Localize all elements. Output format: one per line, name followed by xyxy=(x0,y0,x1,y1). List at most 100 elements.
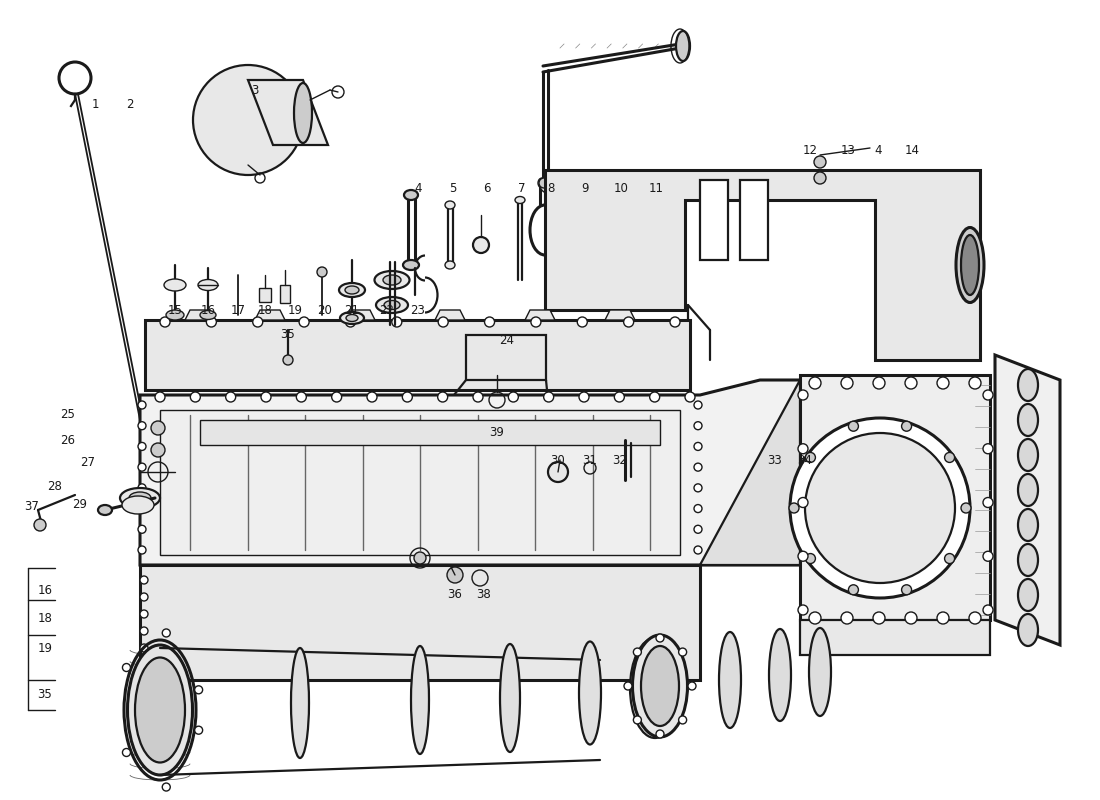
Text: 29: 29 xyxy=(73,498,88,511)
Ellipse shape xyxy=(446,261,455,269)
Text: 2: 2 xyxy=(126,98,134,111)
Circle shape xyxy=(438,317,448,327)
Ellipse shape xyxy=(404,190,418,200)
Circle shape xyxy=(790,418,970,598)
Circle shape xyxy=(34,519,46,531)
Polygon shape xyxy=(140,380,800,565)
Circle shape xyxy=(961,503,971,513)
Circle shape xyxy=(902,585,912,594)
Circle shape xyxy=(140,644,148,652)
Circle shape xyxy=(345,317,355,327)
Circle shape xyxy=(937,377,949,389)
Circle shape xyxy=(543,392,553,402)
Circle shape xyxy=(155,392,165,402)
Circle shape xyxy=(969,612,981,624)
Circle shape xyxy=(253,317,263,327)
Ellipse shape xyxy=(1018,404,1038,436)
Ellipse shape xyxy=(374,271,409,289)
Ellipse shape xyxy=(383,275,402,285)
Ellipse shape xyxy=(166,310,184,320)
Ellipse shape xyxy=(98,505,112,515)
Ellipse shape xyxy=(294,83,312,143)
Circle shape xyxy=(138,526,146,534)
Circle shape xyxy=(140,576,148,584)
Circle shape xyxy=(670,317,680,327)
Circle shape xyxy=(614,392,625,402)
Text: eurospares: eurospares xyxy=(191,395,648,465)
Circle shape xyxy=(983,444,993,454)
Circle shape xyxy=(983,605,993,615)
Circle shape xyxy=(579,392,588,402)
Ellipse shape xyxy=(346,314,358,322)
Polygon shape xyxy=(525,310,556,320)
Ellipse shape xyxy=(956,227,984,302)
Circle shape xyxy=(656,634,664,642)
Ellipse shape xyxy=(1018,614,1038,646)
Circle shape xyxy=(694,526,702,534)
Polygon shape xyxy=(996,355,1060,645)
Text: 11: 11 xyxy=(649,182,663,194)
Ellipse shape xyxy=(515,197,525,203)
Ellipse shape xyxy=(1018,509,1038,541)
Text: 35: 35 xyxy=(280,329,296,342)
Polygon shape xyxy=(160,410,680,555)
Circle shape xyxy=(798,390,808,400)
Circle shape xyxy=(540,177,556,193)
Text: 8: 8 xyxy=(548,182,554,194)
Bar xyxy=(740,180,768,260)
Text: 19: 19 xyxy=(287,303,303,317)
Ellipse shape xyxy=(676,31,690,61)
Circle shape xyxy=(226,392,235,402)
Circle shape xyxy=(688,682,696,690)
Circle shape xyxy=(473,392,483,402)
Ellipse shape xyxy=(632,635,688,737)
Circle shape xyxy=(151,443,165,457)
Ellipse shape xyxy=(641,646,679,726)
Circle shape xyxy=(937,612,949,624)
Circle shape xyxy=(805,433,955,583)
Text: 25: 25 xyxy=(60,409,76,422)
Circle shape xyxy=(163,783,170,791)
Circle shape xyxy=(160,317,170,327)
Circle shape xyxy=(207,317,217,327)
Text: 31: 31 xyxy=(583,454,597,466)
Circle shape xyxy=(650,392,660,402)
Circle shape xyxy=(808,377,821,389)
Circle shape xyxy=(983,390,993,400)
Circle shape xyxy=(624,317,634,327)
Text: 38: 38 xyxy=(476,589,492,602)
Polygon shape xyxy=(434,310,465,320)
Ellipse shape xyxy=(339,283,365,297)
Text: 7: 7 xyxy=(518,182,526,194)
Circle shape xyxy=(192,65,303,175)
Circle shape xyxy=(138,463,146,471)
Circle shape xyxy=(593,255,600,261)
Polygon shape xyxy=(145,320,690,390)
Text: 23: 23 xyxy=(410,303,426,317)
Circle shape xyxy=(556,236,600,280)
Text: 6: 6 xyxy=(483,182,491,194)
Circle shape xyxy=(694,401,702,409)
Bar xyxy=(280,285,290,303)
Circle shape xyxy=(317,267,327,277)
Circle shape xyxy=(566,246,590,270)
Ellipse shape xyxy=(384,301,400,310)
Polygon shape xyxy=(800,375,990,620)
Ellipse shape xyxy=(164,279,186,291)
Circle shape xyxy=(694,463,702,471)
Ellipse shape xyxy=(579,642,601,745)
Circle shape xyxy=(656,730,664,738)
Polygon shape xyxy=(605,310,635,320)
Circle shape xyxy=(634,716,641,724)
Polygon shape xyxy=(255,310,285,320)
Polygon shape xyxy=(248,80,328,145)
Text: 4: 4 xyxy=(415,182,421,194)
Circle shape xyxy=(842,612,852,624)
Polygon shape xyxy=(140,565,700,680)
Text: 20: 20 xyxy=(318,303,332,317)
Circle shape xyxy=(873,612,886,624)
Ellipse shape xyxy=(345,286,359,294)
Text: 32: 32 xyxy=(613,454,627,466)
Text: 35: 35 xyxy=(37,689,53,702)
Text: 27: 27 xyxy=(80,457,96,470)
